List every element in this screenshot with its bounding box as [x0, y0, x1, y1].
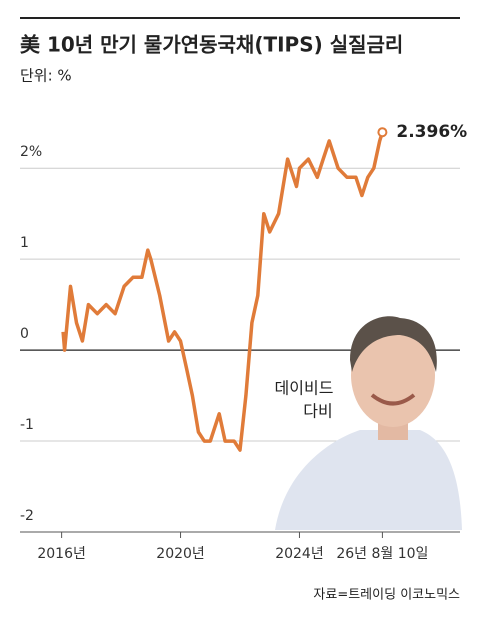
- plot: 2.396%: [61, 122, 467, 452]
- y-tick-label: 1: [20, 235, 29, 251]
- x-tick-label: 2024년: [275, 546, 324, 562]
- y-tick-label: 2%: [20, 144, 42, 160]
- y-tick-label: 0: [20, 326, 29, 342]
- source: 자료=트레이딩 이코노믹스: [313, 588, 460, 603]
- photo-caption: 다비: [303, 402, 332, 421]
- grid: 2% 1 0 -1 -2 2016년 2020년 2024년 26년 8월 10일: [20, 144, 460, 562]
- photo: [275, 316, 462, 530]
- chart-title: 美 10년 만기 물가연동국채(TIPS) 실질금리: [20, 33, 403, 57]
- x-tick-label: 26년 8월 10일: [336, 546, 428, 562]
- value-label: 2.396%: [396, 122, 467, 142]
- y-tick-label: -2: [20, 508, 34, 524]
- x-tick-label: 2020년: [156, 546, 205, 562]
- x-tick-label: 2016년: [37, 546, 86, 562]
- series-line: [61, 131, 385, 452]
- end-point: [377, 127, 388, 138]
- photo-caption: 데이비드: [275, 379, 334, 398]
- y-tick-label: -1: [20, 417, 34, 433]
- subtitle: 단위: %: [20, 67, 72, 85]
